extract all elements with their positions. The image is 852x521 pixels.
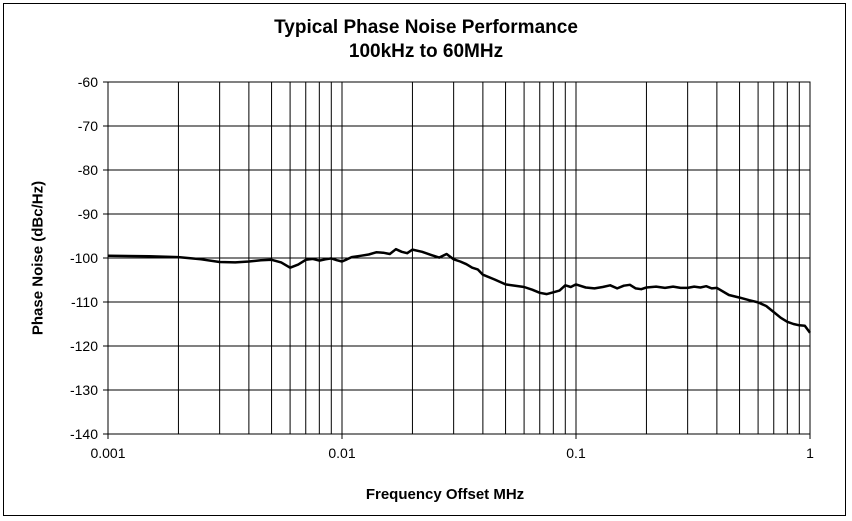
x-tick-label: 1: [806, 445, 814, 461]
chart-frame: [3, 3, 846, 516]
y-tick-label: -90: [78, 206, 98, 222]
y-tick-label: -100: [70, 250, 98, 266]
chart-title: Typical Phase Noise Performance: [274, 17, 578, 38]
x-axis-label: Frequency Offset MHz: [365, 486, 525, 503]
x-tick-label: 0.1: [566, 445, 586, 461]
x-tick-label: 0.001: [90, 445, 125, 461]
y-tick-label: -120: [70, 338, 98, 354]
y-tick-label: -60: [78, 74, 98, 90]
chart-subtitle: 100kHz to 60MHz: [348, 41, 504, 62]
x-tick-label: 0.01: [328, 445, 355, 461]
y-tick-label: -130: [70, 382, 98, 398]
y-tick-label: -110: [71, 294, 98, 310]
y-tick-label: -80: [78, 162, 98, 178]
y-tick-label: -140: [70, 426, 98, 442]
series-line: [107, 247, 812, 334]
y-tick-label: -70: [78, 118, 98, 134]
